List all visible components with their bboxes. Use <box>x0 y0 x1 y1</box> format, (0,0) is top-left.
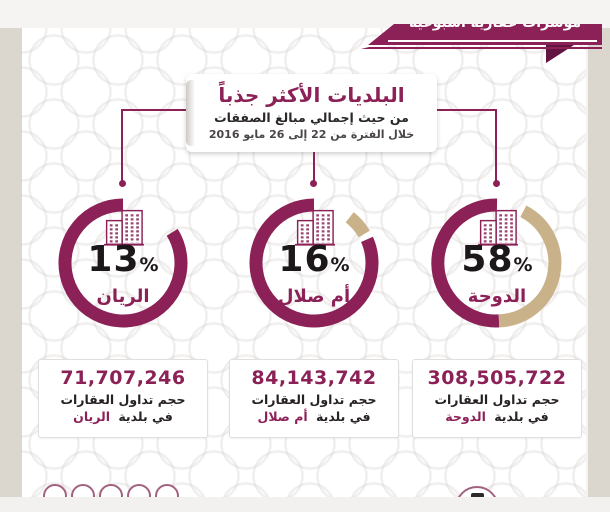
donut-ring-rayyan <box>58 198 188 328</box>
buildings-icon <box>427 207 567 247</box>
connector-middle-vertical <box>313 152 315 181</box>
location-municipality: الريان <box>73 409 110 424</box>
page-edge-left <box>0 28 22 497</box>
banner-title: مؤشرات عقارية أسبوعية <box>398 24 592 33</box>
amount-value: 71,707,246 <box>60 367 186 389</box>
volume-label: حجم تداول العقارات <box>434 392 560 407</box>
connector-right-horizontal <box>436 109 497 111</box>
period-label: خلال الفترة من 22 إلى 26 مايو 2016 <box>208 128 415 141</box>
donut-chart-rayyan: 13% الريان <box>53 193 193 333</box>
percent-value-rayyan: 13% <box>87 239 159 280</box>
location-label: في بلدية الريان <box>73 409 173 424</box>
volume-label: حجم تداول العقارات <box>251 392 377 407</box>
title-card: البلديات الأكثر جذباً من حيث إجمالي مبال… <box>186 74 437 152</box>
location-municipality: أم صلال <box>257 409 308 424</box>
municipality-name-rayyan: الريان <box>96 286 150 307</box>
connector-left-dot <box>119 180 126 187</box>
connector-left-horizontal <box>121 109 188 111</box>
municipality-name-doha: الدوحة <box>467 286 527 307</box>
location-label: في بلدية الدوحة <box>445 409 549 424</box>
municipality-column-ummsalal: 16% أم صلال 84,143,742 حجم تداول العقارا… <box>229 180 399 438</box>
info-card-rayyan: 71,707,246 حجم تداول العقارات في بلدية ا… <box>38 359 208 438</box>
connector-right-vertical <box>495 109 497 181</box>
buildings-icon <box>244 207 384 247</box>
percent-value-ummsalal: 16% <box>278 239 350 280</box>
info-card-ummsalal: 84,143,742 حجم تداول العقارات في بلدية أ… <box>229 359 399 438</box>
amount-value: 84,143,742 <box>251 367 377 389</box>
connector-right-dot <box>493 180 500 187</box>
connector-middle-dot <box>310 180 317 187</box>
info-card-doha: 308,505,722 حجم تداول العقارات في بلدية … <box>412 359 582 438</box>
donut-ring-doha <box>431 198 562 328</box>
percent-value-doha: 58% <box>461 239 533 280</box>
connector-left-vertical <box>121 109 123 181</box>
banner-fold <box>546 45 574 63</box>
page-edge-right <box>588 28 610 497</box>
donut-chart-ummsalal: 16% أم صلال <box>244 193 384 333</box>
page-title: البلديات الأكثر جذباً <box>218 83 405 107</box>
volume-label: حجم تداول العقارات <box>60 392 186 407</box>
donut-ring-ummsalal <box>249 198 379 328</box>
top-margin-strip <box>0 0 610 28</box>
bottom-margin-strip <box>0 497 610 512</box>
donut-chart-doha: 58% الدوحة <box>427 193 567 333</box>
municipality-column-rayyan: 13% الريان 71,707,246 حجم تداول العقارات… <box>38 180 208 438</box>
municipality-column-doha: 58% الدوحة 308,505,722 حجم تداول العقارا… <box>412 180 582 438</box>
location-municipality: الدوحة <box>445 409 486 424</box>
banner-inner-line <box>388 39 597 42</box>
location-label: في بلدية أم صلال <box>257 409 371 424</box>
page-subtitle: من حيث إجمالي مبالغ الصفقات <box>214 110 409 125</box>
amount-value: 308,505,722 <box>427 367 567 389</box>
banner-underline <box>361 46 602 49</box>
municipality-name-ummsalal: أم صلال <box>277 286 351 307</box>
ribbon-banner: مؤشرات عقارية أسبوعية <box>368 24 602 45</box>
buildings-icon <box>53 207 193 247</box>
